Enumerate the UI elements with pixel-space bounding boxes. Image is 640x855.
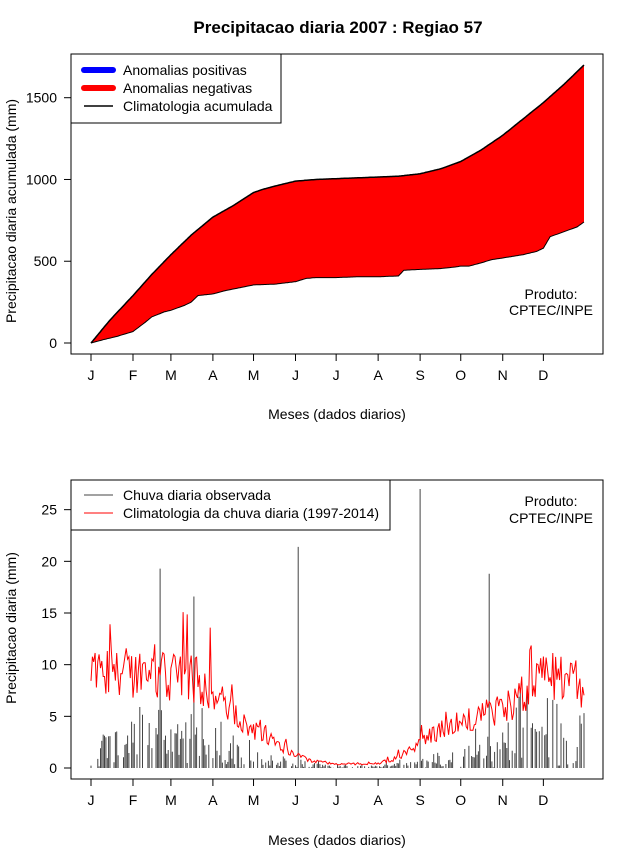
legend-label-daily-climatology: Climatologia da chuva diaria (1997-2014) [123,505,379,521]
legend-label-climatology: Climatologia acumulada [123,98,273,114]
x-tick-label: A [373,792,383,808]
y-tick-label: 10 [41,657,57,673]
page-title: Precipitacao diaria 2007 : Regiao 57 [193,18,482,37]
x-tick-label: J [292,792,299,808]
daily-y-axis: 0 5 10 15 20 25 [41,502,72,776]
accumulated-y-axis: 0 500 1000 1500 [26,90,72,351]
daily-legend: Chuva diaria observada Climatologia da c… [70,479,391,531]
y-tick-label: 15 [41,605,57,621]
legend-label-negative: Anomalias negativas [123,80,252,96]
y-tick-label: 25 [41,502,57,518]
x-tick-label: J [88,367,95,383]
x-tick-label: A [208,792,218,808]
x-tick-label: O [455,792,466,808]
daily-legend-box [70,479,391,531]
credit-label-top: Produto: [525,286,578,302]
credit-source-bottom: CPTEC/INPE [509,510,593,526]
x-tick-label: F [129,792,138,808]
daily-panel: 0 5 10 15 20 25 J F M A M J J A S O N D Precipitacao dia… [3,479,604,848]
x-tick-label: A [208,367,218,383]
legend-label-positive: Anomalias positivas [123,62,247,78]
legend-label-observed: Chuva diaria observada [123,487,271,503]
accumulated-plot-area [90,64,585,344]
accumulated-x-axis-label: Meses (dados diarios) [268,406,406,422]
observed-daily-bars [90,489,585,768]
daily-y-axis-label: Precipitacao diaria (mm) [3,552,19,704]
x-tick-label: D [538,792,548,808]
x-tick-label: S [415,792,424,808]
y-tick-label: 20 [41,553,57,569]
climatology-daily-line [90,612,585,766]
daily-x-axis-label: Meses (dados diarios) [268,832,406,848]
x-tick-label: J [333,367,340,383]
y-tick-label: 1000 [26,171,57,187]
x-tick-label: N [498,367,508,383]
x-tick-label: J [88,792,95,808]
x-tick-label: N [498,792,508,808]
y-tick-label: 5 [49,708,57,724]
credit-label-bottom: Produto: [525,493,578,509]
observed-accumulated-line [90,221,585,344]
x-tick-label: M [165,367,177,383]
x-tick-label: D [538,367,548,383]
x-tick-label: F [129,367,138,383]
y-tick-label: 500 [34,253,58,269]
x-tick-label: M [248,367,260,383]
y-tick-label: 1500 [26,90,57,106]
x-tick-label: M [165,792,177,808]
climatology-accumulated-line [90,64,585,344]
accumulated-panel: 0 500 1000 1500 J F M A M J J A S O N D Precipitacao d… [3,53,604,422]
x-tick-label: A [373,367,383,383]
x-tick-label: J [333,792,340,808]
x-tick-label: O [455,367,466,383]
y-tick-label: 0 [49,760,57,776]
accumulated-y-axis-label: Precipitacao diaria acumulada (mm) [3,99,19,323]
negative-anomaly-area [91,65,584,343]
credit-source-top: CPTEC/INPE [509,302,593,318]
y-tick-label: 0 [49,335,57,351]
daily-plot-area [90,489,585,768]
accumulated-legend: Anomalias positivas Anomalias negativas … [70,53,282,124]
x-tick-label: S [415,367,424,383]
x-tick-label: M [248,792,260,808]
x-tick-label: J [292,367,299,383]
